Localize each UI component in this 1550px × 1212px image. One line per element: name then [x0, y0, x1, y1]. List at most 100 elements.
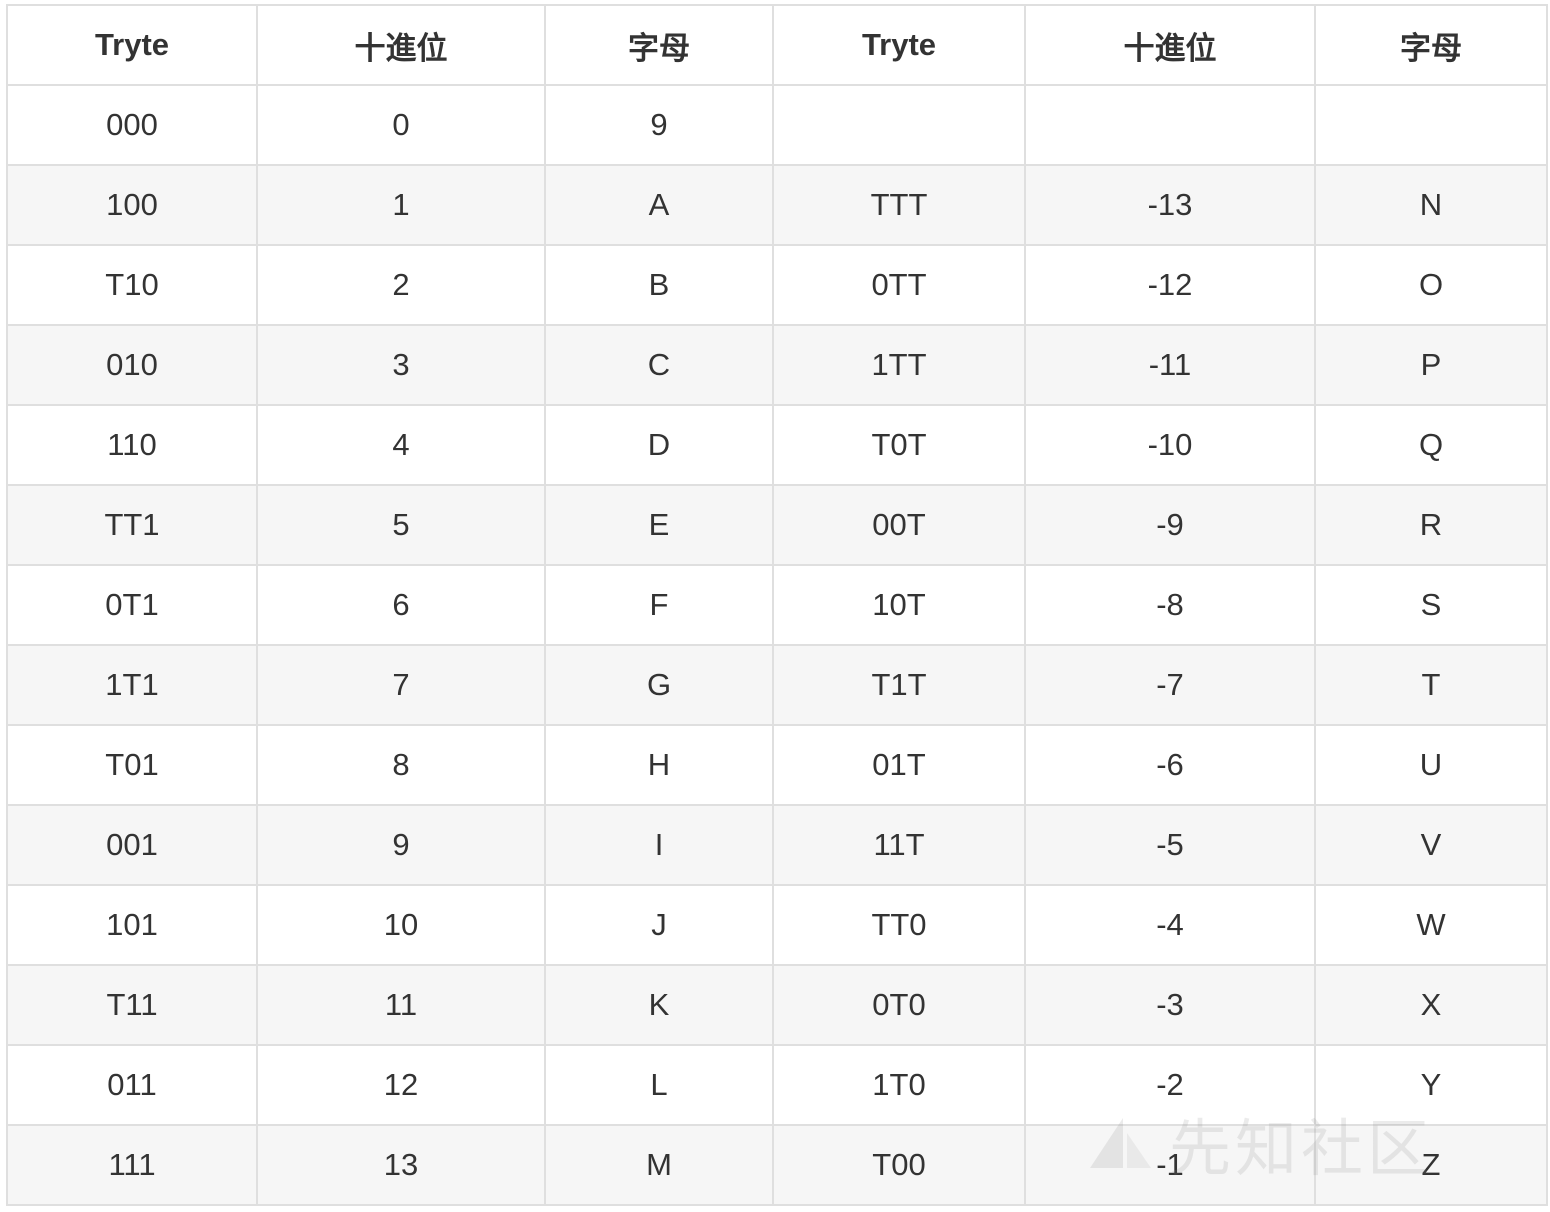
- table-row: 011 12 L 1T0 -2 Y: [6, 1044, 1548, 1126]
- letter-cell: Y: [1314, 1044, 1548, 1126]
- tryte-cell: T0T: [772, 404, 1026, 486]
- decimal-cell: [1024, 84, 1316, 166]
- letter-cell: R: [1314, 484, 1548, 566]
- decimal-cell: 5: [256, 484, 546, 566]
- decimal-cell: 9: [256, 804, 546, 886]
- table-body: 000 0 9 100 1 A TTT -13 N T10 2 B 0TT -12 O 010 3 C 1TT -11…: [6, 84, 1548, 1206]
- decimal-cell: -11: [1024, 324, 1316, 406]
- letter-cell: C: [544, 324, 774, 406]
- letter-cell: V: [1314, 804, 1548, 886]
- decimal-cell: -8: [1024, 564, 1316, 646]
- decimal-cell: 0: [256, 84, 546, 166]
- tryte-cell: 1T0: [772, 1044, 1026, 1126]
- letter-cell: E: [544, 484, 774, 566]
- decimal-cell: -1: [1024, 1124, 1316, 1206]
- decimal-cell: 10: [256, 884, 546, 966]
- tryte-cell: 101: [6, 884, 258, 966]
- decimal-cell: -7: [1024, 644, 1316, 726]
- decimal-cell: -6: [1024, 724, 1316, 806]
- letter-cell: M: [544, 1124, 774, 1206]
- letter-cell: J: [544, 884, 774, 966]
- decimal-cell: 6: [256, 564, 546, 646]
- header-letter-2: 字母: [1314, 4, 1548, 86]
- header-row: Tryte 十進位 字母 Tryte 十進位 字母: [6, 4, 1548, 86]
- letter-cell: G: [544, 644, 774, 726]
- tryte-cell: 0T0: [772, 964, 1026, 1046]
- tryte-cell: TTT: [772, 164, 1026, 246]
- table-row: 010 3 C 1TT -11 P: [6, 324, 1548, 406]
- letter-cell: 9: [544, 84, 774, 166]
- tryte-cell: T11: [6, 964, 258, 1046]
- tryte-cell: T1T: [772, 644, 1026, 726]
- tryte-cell: 00T: [772, 484, 1026, 566]
- table-row: 1T1 7 G T1T -7 T: [6, 644, 1548, 726]
- tryte-cell: 01T: [772, 724, 1026, 806]
- header-decimal-1: 十進位: [256, 4, 546, 86]
- decimal-cell: 2: [256, 244, 546, 326]
- table-row: 0T1 6 F 10T -8 S: [6, 564, 1548, 646]
- header-letter-1: 字母: [544, 4, 774, 86]
- table-row: 100 1 A TTT -13 N: [6, 164, 1548, 246]
- decimal-cell: 4: [256, 404, 546, 486]
- tryte-cell: T00: [772, 1124, 1026, 1206]
- letter-cell: T: [1314, 644, 1548, 726]
- header-tryte-2: Tryte: [772, 4, 1026, 86]
- letter-cell: X: [1314, 964, 1548, 1046]
- decimal-cell: -10: [1024, 404, 1316, 486]
- tryte-cell: 0T1: [6, 564, 258, 646]
- decimal-cell: 7: [256, 644, 546, 726]
- decimal-cell: 13: [256, 1124, 546, 1206]
- letter-cell: F: [544, 564, 774, 646]
- letter-cell: P: [1314, 324, 1548, 406]
- tryte-cell: 10T: [772, 564, 1026, 646]
- tryte-cell: 001: [6, 804, 258, 886]
- tryte-cell: 0TT: [772, 244, 1026, 326]
- tryte-cell: 1T1: [6, 644, 258, 726]
- letter-cell: B: [544, 244, 774, 326]
- tryte-table: Tryte 十進位 字母 Tryte 十進位 字母 000 0 9 100 1 A TTT -…: [6, 4, 1548, 1206]
- letter-cell: [1314, 84, 1548, 166]
- header-tryte-1: Tryte: [6, 4, 258, 86]
- letter-cell: I: [544, 804, 774, 886]
- tryte-cell: 000: [6, 84, 258, 166]
- decimal-cell: 3: [256, 324, 546, 406]
- tryte-cell: TT1: [6, 484, 258, 566]
- decimal-cell: -4: [1024, 884, 1316, 966]
- table-row: 000 0 9: [6, 84, 1548, 166]
- decimal-cell: -12: [1024, 244, 1316, 326]
- decimal-cell: -3: [1024, 964, 1316, 1046]
- letter-cell: O: [1314, 244, 1548, 326]
- letter-cell: Q: [1314, 404, 1548, 486]
- letter-cell: N: [1314, 164, 1548, 246]
- letter-cell: W: [1314, 884, 1548, 966]
- table-row: T10 2 B 0TT -12 O: [6, 244, 1548, 326]
- table-header: Tryte 十進位 字母 Tryte 十進位 字母: [6, 4, 1548, 86]
- letter-cell: U: [1314, 724, 1548, 806]
- decimal-cell: 12: [256, 1044, 546, 1126]
- header-decimal-2: 十進位: [1024, 4, 1316, 86]
- decimal-cell: -9: [1024, 484, 1316, 566]
- letter-cell: Z: [1314, 1124, 1548, 1206]
- decimal-cell: -2: [1024, 1044, 1316, 1126]
- letter-cell: D: [544, 404, 774, 486]
- tryte-cell: 100: [6, 164, 258, 246]
- letter-cell: K: [544, 964, 774, 1046]
- table-row: 111 13 M T00 -1 Z: [6, 1124, 1548, 1206]
- decimal-cell: 8: [256, 724, 546, 806]
- tryte-cell: TT0: [772, 884, 1026, 966]
- letter-cell: H: [544, 724, 774, 806]
- letter-cell: L: [544, 1044, 774, 1126]
- table-row: 110 4 D T0T -10 Q: [6, 404, 1548, 486]
- decimal-cell: -5: [1024, 804, 1316, 886]
- tryte-cell: 110: [6, 404, 258, 486]
- table-row: 001 9 I 11T -5 V: [6, 804, 1548, 886]
- letter-cell: S: [1314, 564, 1548, 646]
- decimal-cell: -13: [1024, 164, 1316, 246]
- table-row: TT1 5 E 00T -9 R: [6, 484, 1548, 566]
- tryte-cell: T01: [6, 724, 258, 806]
- tryte-cell: T10: [6, 244, 258, 326]
- letter-cell: A: [544, 164, 774, 246]
- table-row: T01 8 H 01T -6 U: [6, 724, 1548, 806]
- decimal-cell: 11: [256, 964, 546, 1046]
- tryte-cell: 111: [6, 1124, 258, 1206]
